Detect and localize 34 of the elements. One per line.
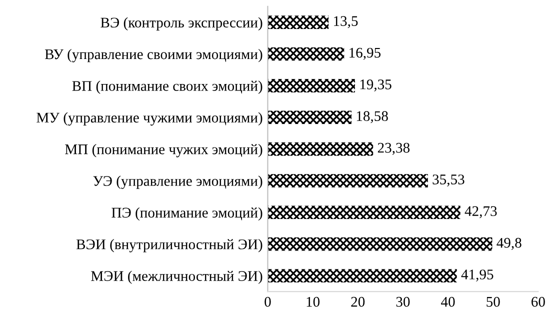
bar	[268, 269, 457, 282]
x-tick-label: 20	[351, 296, 365, 307]
y-tick-label: УЭ (управление эмоциями)	[93, 176, 262, 189]
y-tick-label: ВЭИ (внутриличностный ЭИ)	[76, 239, 262, 252]
data-label: 41,95	[461, 270, 494, 282]
y-tick-label: МУ (управление чужими эмоциями)	[36, 112, 262, 126]
y-tick-label: МП (понимание чужих эмоций)	[65, 144, 262, 158]
y-tick-label: ПЭ (понимание эмоций)	[112, 207, 262, 221]
bar	[268, 206, 460, 220]
bar	[268, 16, 329, 29]
data-label: 35,53	[432, 174, 464, 186]
x-tick-label: 30	[396, 296, 410, 307]
data-label: 18,58	[356, 111, 388, 124]
x-tick-label: 0	[264, 296, 271, 307]
y-tick-label: ВЭ (контроль экспрессии)	[100, 17, 262, 30]
x-tick-label: 50	[486, 296, 500, 307]
bar	[268, 79, 355, 92]
x-tick-label: 10	[306, 296, 320, 307]
bar	[268, 174, 428, 188]
y-tick-label: МЭИ (межличностный ЭИ)	[91, 270, 262, 284]
data-label: 49,8	[496, 238, 522, 250]
x-tick-label: 60	[532, 296, 545, 307]
data-label: 23,38	[378, 142, 410, 155]
y-tick-label: ВУ (управление своими эмоциями)	[44, 48, 262, 62]
data-label: 42,73	[464, 206, 497, 218]
bar	[268, 142, 374, 156]
x-tick-label: 40	[441, 296, 455, 307]
y-tick-label: ВП (понимание своих эмоций)	[72, 80, 262, 94]
data-label: 16,95	[350, 48, 381, 60]
bar	[268, 47, 344, 61]
bar	[268, 110, 352, 124]
bar	[268, 237, 492, 251]
data-label: 13,5	[334, 16, 358, 28]
data-label: 19,35	[360, 80, 392, 92]
